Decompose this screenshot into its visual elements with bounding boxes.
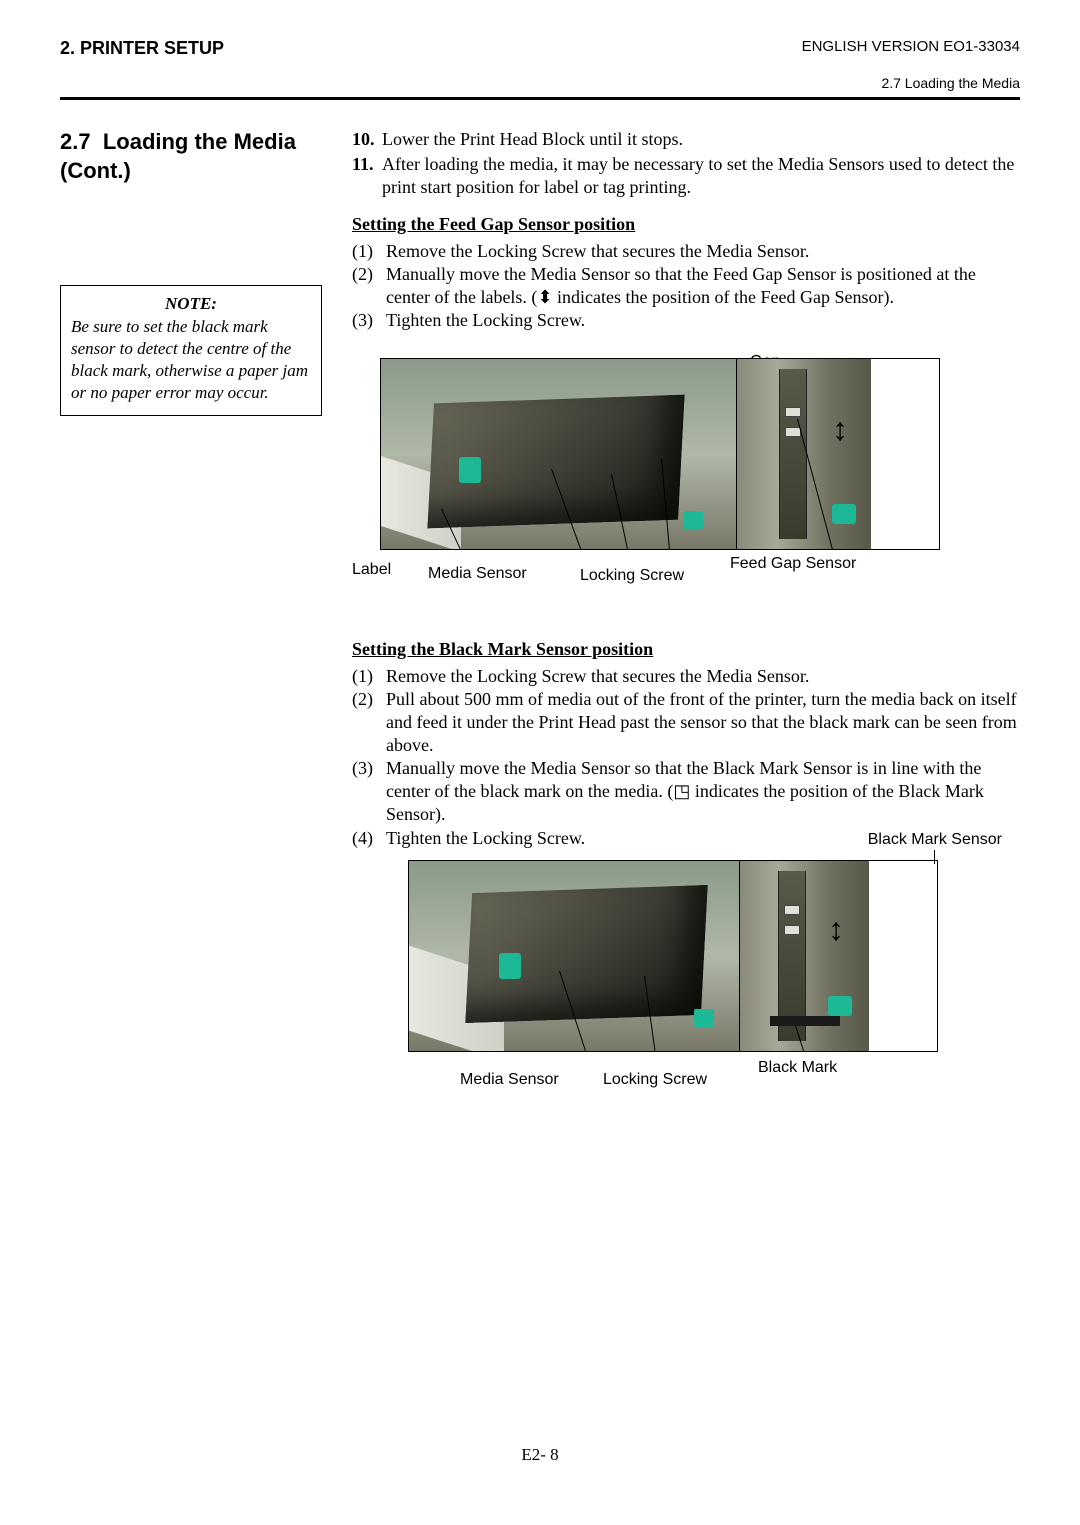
blackmark-item: (1) Remove the Locking Screw that secure…: [352, 665, 1020, 688]
feedgap-list: (1) Remove the Locking Screw that secure…: [352, 240, 1020, 332]
step-10: 10. Lower the Print Head Block until it …: [352, 128, 1020, 151]
fig2-top-label: Black Mark Sensor: [868, 830, 1002, 850]
figure-black-mark: ↕ Media Sensor Locking Screw Black Mark: [408, 860, 938, 1098]
pointer-icon: ◳: [673, 781, 690, 801]
sub-num: (3): [352, 757, 386, 826]
header-rule: [60, 97, 1020, 100]
fig-label-feed-gap-sensor: Feed Gap Sensor: [730, 554, 856, 574]
section-heading: 2.7 Loading the Media (Cont.): [60, 128, 340, 185]
feedgap-item: (3) Tighten the Locking Screw.: [352, 309, 1020, 332]
fig-label-locking-screw: Locking Screw: [580, 566, 684, 586]
sub-num: (2): [352, 263, 386, 309]
updown-arrow-icon: ↕: [828, 909, 844, 950]
figure2-photo-main: [409, 861, 739, 1051]
feedgap-item: (2) Manually move the Media Sensor so th…: [352, 263, 1020, 309]
sub-text: Manually move the Media Sensor so that t…: [386, 263, 1020, 309]
blackmark-item: (2) Pull about 500 mm of media out of th…: [352, 688, 1020, 757]
cross-arrow-icon: ⬍: [537, 287, 552, 307]
sub-num: (1): [352, 240, 386, 263]
blackmark-item: (3) Manually move the Media Sensor so th…: [352, 757, 1020, 826]
section-title-l1: Loading the Media: [103, 129, 296, 154]
step-num: 10.: [352, 128, 382, 151]
figure-feed-gap: Gap ↕: [380, 358, 940, 596]
figure-photo-detail: ↕: [736, 359, 871, 549]
header-version: ENGLISH VERSION EO1-33034: [802, 38, 1020, 55]
note-box: NOTE: Be sure to set the black mark sens…: [60, 285, 322, 415]
note-body: Be sure to set the black mark sensor to …: [71, 316, 311, 404]
section-number: 2.7: [60, 129, 91, 154]
fig-label-media-sensor: Media Sensor: [428, 564, 527, 584]
note-title: NOTE:: [71, 294, 311, 314]
fig-label-label: Label: [352, 560, 391, 580]
fig2-label-locking-screw: Locking Screw: [603, 1070, 707, 1090]
main-steps-list: 10. Lower the Print Head Block until it …: [352, 128, 1020, 199]
blackmark-heading: Setting the Black Mark Sensor position: [352, 638, 1020, 661]
header-subsection: 2.7 Loading the Media: [802, 75, 1020, 91]
sub-text: Tighten the Locking Screw.: [386, 309, 1020, 332]
sub-num: (1): [352, 665, 386, 688]
section-title-l2: (Cont.): [60, 158, 131, 183]
fig2-label-black-mark: Black Mark: [758, 1058, 837, 1078]
sub-text: Remove the Locking Screw that secures th…: [386, 665, 1020, 688]
sub-text: Remove the Locking Screw that secures th…: [386, 240, 1020, 263]
step-text: After loading the media, it may be neces…: [382, 153, 1020, 199]
updown-arrow-icon: ↕: [832, 409, 848, 450]
sub-text: Manually move the Media Sensor so that t…: [386, 757, 1020, 826]
step-num: 11.: [352, 153, 382, 199]
figure-photo-main: [381, 359, 736, 549]
sub-num: (2): [352, 688, 386, 757]
sub-num: (3): [352, 309, 386, 332]
step-11: 11. After loading the media, it may be n…: [352, 153, 1020, 199]
feedgap-item: (1) Remove the Locking Screw that secure…: [352, 240, 1020, 263]
header-section: 2. PRINTER SETUP: [60, 38, 224, 59]
step-text: Lower the Print Head Block until it stop…: [382, 128, 683, 151]
sub-text: Pull about 500 mm of media out of the fr…: [386, 688, 1020, 757]
blackmark-list: (1) Remove the Locking Screw that secure…: [352, 665, 1020, 849]
fig2-label-media-sensor: Media Sensor: [460, 1070, 559, 1090]
figure2-photo-detail: ↕: [739, 861, 869, 1051]
feedgap-heading: Setting the Feed Gap Sensor position: [352, 213, 1020, 236]
sub-num: (4): [352, 827, 386, 850]
page-number: E2- 8: [0, 1445, 1080, 1465]
